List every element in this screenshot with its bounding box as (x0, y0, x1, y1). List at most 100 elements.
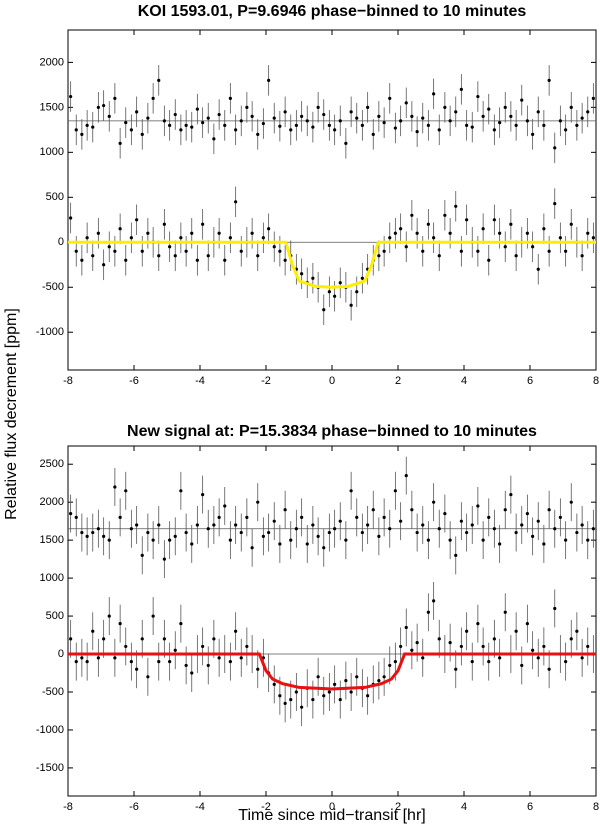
data-point (344, 678, 348, 683)
data-point (366, 694, 370, 698)
data-point (91, 530, 95, 535)
data-point (91, 629, 95, 633)
data-point (245, 644, 249, 649)
data-point (250, 114, 254, 118)
data-point (140, 637, 144, 641)
data-point (569, 105, 573, 109)
data-point (272, 116, 276, 120)
data-point (206, 254, 210, 258)
data-point (536, 110, 540, 114)
data-point (228, 236, 232, 240)
data-point (206, 116, 210, 120)
data-point (338, 519, 342, 523)
data-point (179, 128, 183, 132)
x-tick-label: -4 (195, 801, 205, 813)
x-tick-label: 0 (329, 801, 335, 813)
data-point (553, 201, 557, 206)
data-point (107, 114, 111, 118)
y-tick-label: 2000 (40, 496, 64, 508)
data-point (360, 276, 364, 280)
x-tick-label: -2 (261, 375, 271, 387)
data-point (514, 254, 518, 258)
data-point (465, 218, 469, 222)
data-point (184, 663, 188, 668)
data-point (239, 119, 243, 123)
data-point (547, 78, 551, 82)
y-tick-label: 2000 (40, 56, 64, 68)
y-tick-label: 500 (46, 191, 64, 203)
data-point (118, 227, 122, 231)
data-point (223, 504, 227, 508)
data-point (124, 258, 128, 262)
data-point (327, 123, 331, 127)
data-point (311, 697, 315, 702)
data-point (476, 622, 480, 626)
data-point (575, 123, 579, 127)
data-point (80, 530, 84, 535)
data-point (509, 492, 513, 497)
data-point (437, 254, 441, 258)
data-point (553, 606, 557, 611)
data-point (333, 128, 337, 132)
data-point (129, 527, 133, 531)
data-point (580, 523, 584, 527)
data-point (415, 641, 419, 645)
data-point (102, 637, 106, 641)
data-point (146, 675, 150, 679)
x-tick-label: 8 (593, 801, 599, 813)
data-point (245, 515, 249, 519)
data-point (586, 538, 590, 542)
data-point (289, 697, 293, 702)
data-point (173, 254, 177, 258)
data-point (338, 281, 342, 285)
data-point (201, 492, 205, 497)
data-point (355, 515, 359, 519)
data-point (531, 245, 535, 249)
data-point (382, 121, 386, 125)
data-point (283, 701, 287, 705)
data-point (217, 112, 221, 117)
data-point (250, 546, 254, 550)
data-point (256, 132, 260, 136)
data-point (113, 656, 117, 660)
data-point (349, 110, 353, 114)
data-point (393, 660, 397, 664)
data-point (228, 538, 232, 542)
data-point (278, 249, 282, 253)
data-point (212, 637, 216, 641)
data-point (289, 128, 293, 132)
data-point (536, 519, 540, 523)
data-point (569, 637, 573, 641)
data-point (151, 96, 155, 100)
data-point (536, 656, 540, 660)
data-point (454, 553, 458, 557)
data-point (85, 660, 89, 664)
data-point (470, 125, 474, 129)
data-point (426, 610, 430, 614)
data-point (443, 511, 447, 516)
data-point (569, 500, 573, 504)
data-point (91, 254, 95, 258)
data-point (377, 114, 381, 118)
data-point (476, 249, 480, 253)
y-tick-label: -500 (42, 281, 64, 293)
data-point (547, 508, 551, 512)
y-tick-label: 1000 (40, 146, 64, 158)
data-point (239, 249, 243, 253)
data-point (591, 527, 595, 531)
data-point (289, 538, 293, 542)
x-tick-label: -2 (261, 801, 271, 813)
data-point (399, 119, 403, 123)
data-point (542, 644, 546, 649)
data-point (509, 222, 513, 226)
data-point (223, 258, 227, 262)
data-point (135, 110, 139, 114)
data-point (410, 114, 414, 118)
data-point (113, 249, 117, 253)
data-point (333, 294, 337, 298)
data-point (184, 530, 188, 535)
data-point (146, 530, 150, 535)
y-tick-label: 2500 (40, 458, 64, 470)
data-point (69, 511, 73, 516)
